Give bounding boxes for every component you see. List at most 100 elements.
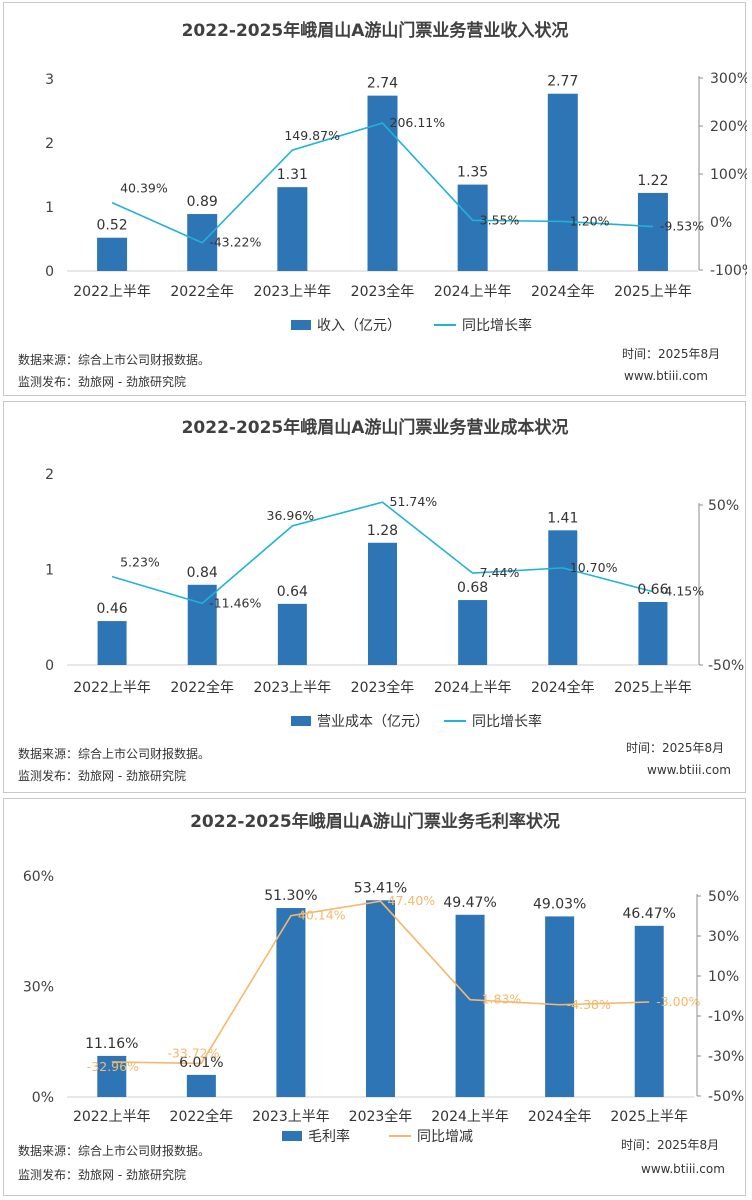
bar-value-label: 1.41 [547,510,578,526]
x-category-label: 2023上半年 [254,284,332,300]
legend-bar-label: 营业成本（亿元） [317,714,429,730]
bar-value-label: 0.84 [187,565,218,581]
bar-value-label: 0.68 [457,580,488,596]
cost-chart-panel: 2022-2025年峨眉山A游山门票业务营业成本状况 0 1 2 -50% 50% 0.46… [3,401,746,793]
line-value-label: -4.15% [660,584,704,599]
x-category-label: 2025上半年 [610,1109,688,1125]
x-category-label: 2022上半年 [73,680,151,696]
bar-value-label: 0.89 [187,194,218,210]
site-url: www.btiii.com [641,1162,725,1176]
bar-value-label: 49.47% [443,895,496,911]
line-value-label: -4.38% [567,997,611,1012]
legend-bar-label: 毛利率 [308,1128,350,1145]
series-line [111,501,654,605]
bar [545,916,575,1097]
line-value-label: 1.20% [570,213,610,228]
bar-value-label: 1.35 [457,165,488,181]
series-line [111,900,650,1065]
bar [457,184,488,271]
y-tick-label: 2 [45,467,54,483]
site-url: www.btiii.com [647,763,731,777]
bar-value-label: 6.01% [179,1055,223,1071]
line-value-label: 7.44% [480,565,520,580]
revenue-chart: 2022-2025年峨眉山A游山门票业务营业收入状况 0 1 2 3 -100% 0% 100… [18,20,747,389]
bar [458,600,488,665]
y2-tick-label: -100% [710,263,747,279]
x-category-label: 2024上半年 [434,680,512,696]
line-value-label: -1.83% [477,992,521,1007]
x-category-label: 2023全年 [351,679,415,696]
publisher-note: 监测发布：劲旅网 - 劲旅研究院 [18,374,186,389]
bar [277,603,307,665]
line-value-label: -33.72% [167,1045,219,1060]
line-value-label: -3.00% [656,994,700,1009]
line-value-label: 5.23% [120,555,160,570]
line-value-label: 10.70% [570,560,618,575]
data-source-note: 数据来源：综合上市公司财报数据。 [18,1143,210,1158]
revenue-chart-panel: 2022-2025年峨眉山A游山门票业务营业收入状况 0 1 2 3 -100% 0% 100… [3,2,747,396]
publisher-note: 监测发布：劲旅网 - 劲旅研究院 [18,768,186,783]
y-tick-label: 1 [45,563,54,579]
x-category-label: 2022全年 [170,1108,234,1125]
x-category-label: 2024全年 [528,1108,592,1125]
bar [97,621,127,665]
publisher-note: 监测发布：劲旅网 - 劲旅研究院 [18,1167,186,1182]
bar [637,192,668,271]
x-category-label: 2025上半年 [614,680,692,696]
bar [366,900,395,1097]
bar-value-label: 51.30% [264,888,317,904]
time-note: 时间：2025年8月 [622,347,720,361]
line-value-label: -43.22% [209,235,261,250]
gross-margin-chart: 2022-2025年峨眉山A游山门票业务毛利率状况 0% 30% 60% -50% -30… [18,811,744,1182]
line-value-label: -9.53% [660,219,704,234]
bar-value-label: 53.41% [354,880,407,896]
line-value-label: 40.39% [120,181,168,196]
bar-value-label: 1.22 [637,173,668,189]
line-value-label: 3.55% [480,212,520,227]
bar [368,542,397,665]
legend-bar-swatch [291,320,311,330]
x-category-label: 2022全年 [170,679,234,696]
y-tick-label: 0% [32,1090,54,1106]
chart-title: 2022-2025年峨眉山A游山门票业务营业成本状况 [182,417,569,438]
x-category-label: 2024上半年 [434,284,512,300]
y2-tick-label: -50% [708,658,744,674]
y-tick-label: 60% [23,869,54,885]
y2-tick-label: -10% [708,1009,744,1025]
bar-value-label: 46.47% [623,906,676,922]
chart-title: 2022-2025年峨眉山A游山门票业务营业收入状况 [182,20,569,41]
bar-value-label: 0.64 [277,584,308,600]
site-url: www.btiii.com [624,369,708,383]
y-tick-label: 0 [45,264,54,280]
bar-value-label: 0.66 [637,582,668,598]
legend-bar-swatch [291,716,311,726]
bar-value-label: 2.74 [367,76,398,92]
x-category-label: 2024全年 [531,283,595,300]
y2-tick-label: 300% [710,71,747,87]
bar-value-label: 11.16% [85,1036,138,1052]
x-category-label: 2022全年 [170,283,234,300]
legend-line-label: 同比增减 [417,1129,473,1145]
bar-value-label: 0.46 [96,601,127,617]
y2-tick-label: 200% [710,119,747,135]
bar-value-label: 49.03% [533,896,586,912]
line-value-label: 149.87% [284,128,340,143]
y-tick-label: 30% [23,980,54,996]
y2-tick-label: -30% [708,1049,744,1065]
series-line [111,122,653,244]
bar [547,93,578,271]
line-value-label: -11.46% [209,595,261,610]
bar-value-label: 1.28 [367,523,398,539]
data-source-note: 数据来源：综合上市公司财报数据。 [18,352,210,367]
bar [548,530,578,665]
legend-bar-swatch [282,1131,302,1141]
y2-tick-label: 10% [708,969,739,985]
bar-value-label: 0.52 [96,218,127,234]
y-tick-label: 0 [45,658,54,674]
bar [277,187,308,271]
x-category-label: 2025上半年 [614,284,692,300]
x-category-label: 2022上半年 [73,1109,151,1125]
x-category-label: 2023全年 [349,1108,413,1125]
x-category-label: 2023上半年 [254,680,332,696]
bar [187,584,217,665]
